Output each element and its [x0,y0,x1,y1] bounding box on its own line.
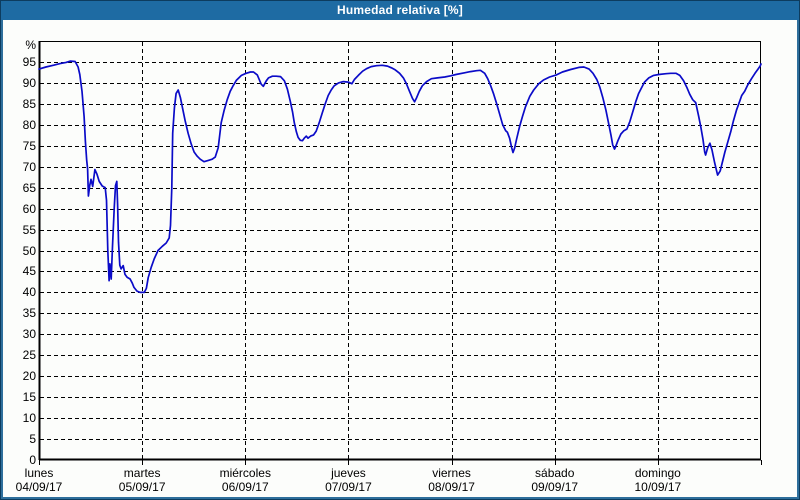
y-axis-tick-label: 45 [22,264,36,279]
x-axis-date-label: 09/09/17 [531,480,579,494]
x-axis-date-label: 06/09/17 [221,480,269,494]
x-axis-date-label: 07/09/17 [325,480,372,494]
x-axis-day-label: jueves [331,466,366,480]
y-axis-tick-label: 15 [22,390,36,405]
y-axis-tick-label: 0 [29,453,36,467]
y-axis-tick-label: 50 [22,243,36,258]
x-axis-date-label: 08/09/17 [428,480,475,494]
x-axis-day-label: lunes [24,466,54,480]
y-axis-tick-label: 75 [22,138,36,153]
y-axis-tick-label: 25 [22,348,36,363]
y-axis-tick-label: 60 [22,201,36,216]
y-axis-tick-label: 40 [22,285,36,300]
y-axis-tick-label: 65 [22,180,36,195]
y-axis-tick-label: 30 [22,327,36,342]
humidity-series-line [38,60,762,294]
y-axis-unit-label: % [25,38,36,53]
x-axis-day-label: domingo [634,466,681,480]
y-axis-tick-label: 70 [22,159,36,174]
chart-background [3,20,797,497]
y-axis-tick-label: 90 [22,75,36,90]
x-axis-day-label: viernes [432,466,471,480]
x-axis-date-label: 10/09/17 [634,480,682,494]
y-axis-tick-label: 55 [22,222,36,237]
x-axis-date-label: 04/09/17 [15,480,63,494]
window-title-bar: Humedad relativa [%] [1,1,799,20]
chart-title: Humedad relativa [%] [336,3,464,17]
y-axis-tick-label: 80 [22,117,36,132]
y-axis-tick-label: 85 [22,96,36,111]
y-axis-tick-label: 95 [22,54,36,69]
y-axis-tick-label: 10 [22,411,36,426]
x-axis-day-label: miércoles [219,466,271,480]
y-axis-tick-label: 35 [22,306,36,321]
x-axis-day-label: martes [123,466,161,480]
x-axis-day-label: sábado [535,466,575,480]
y-axis-tick-label: 5 [29,432,36,447]
x-axis-date-label: 05/09/17 [118,480,166,494]
y-axis-tick-label: 20 [22,369,36,384]
